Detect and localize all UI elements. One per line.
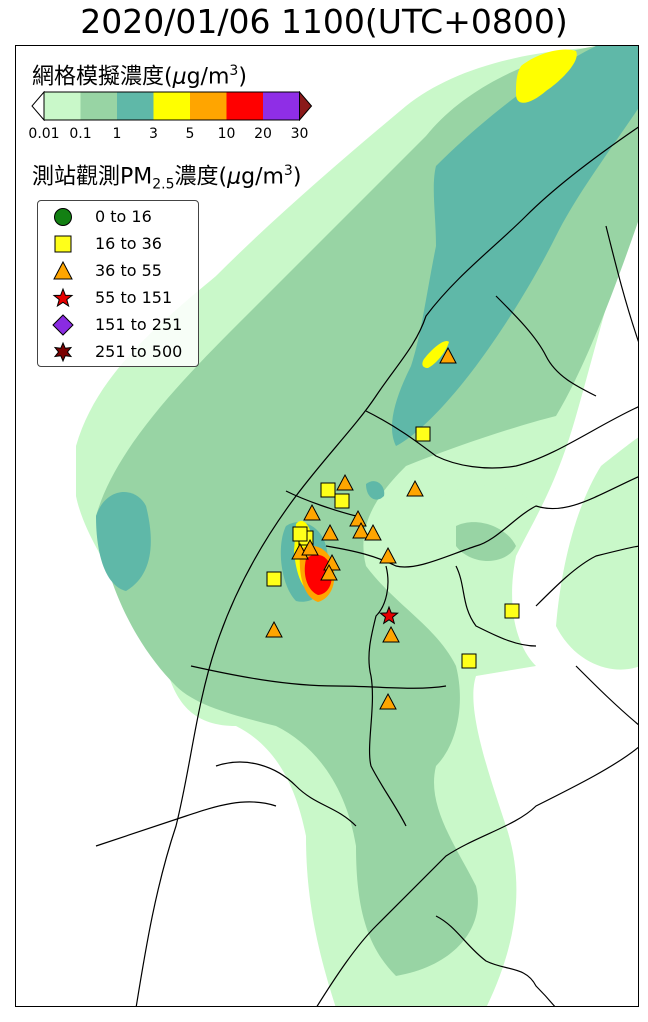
colorbar [31, 91, 313, 121]
colorbar-under-arrow [31, 91, 45, 121]
triangle-marker-icon [53, 260, 73, 280]
colorbar-segment [263, 92, 300, 120]
legend-item: 151 to 251 [38, 311, 198, 338]
station-marker-square[interactable] [461, 653, 477, 669]
colorbar-tick-label: 3 [149, 126, 158, 142]
square-marker-icon [54, 235, 72, 253]
station-marker-triangle[interactable] [379, 546, 397, 564]
colorbar-frame [43, 91, 300, 121]
colorbar-tick-label: 0.01 [28, 126, 60, 142]
colorbar-segment [153, 92, 190, 120]
station-marker-square[interactable] [266, 571, 282, 587]
station-marker-triangle[interactable] [406, 479, 424, 497]
station-marker-triangle[interactable] [364, 523, 382, 541]
legend-item: 16 to 36 [38, 230, 198, 257]
colorbar-segment [117, 92, 154, 120]
station-marker-triangle[interactable] [336, 473, 354, 491]
colorbar-tick-label: 0.1 [69, 126, 92, 142]
colorbar-segment [80, 92, 117, 120]
map-canvas[interactable] [16, 46, 639, 1007]
station-marker-triangle[interactable] [379, 692, 397, 710]
contour-1-1 [391, 46, 638, 446]
contour-0p01-2 [556, 437, 638, 670]
contour-10-1 [304, 554, 332, 595]
circle-marker-icon [54, 208, 72, 226]
star-marker-icon [52, 287, 74, 308]
map-frame[interactable] [15, 45, 639, 1007]
station-legend-label: 測站觀測PM2.5濃度(μg/m3) [32, 163, 302, 193]
map-title: 2020/01/06 1100(UTC+0800) [80, 2, 568, 41]
station-marker-triangle[interactable] [303, 503, 321, 521]
station-marker-triangle[interactable] [265, 620, 283, 638]
colorbar-label: 網格模擬濃度(μg/m3) [32, 63, 247, 90]
colorbar-over-arrow [299, 91, 313, 121]
contour-1-2 [96, 492, 151, 591]
station-marker-square[interactable] [504, 603, 520, 619]
station-marker-triangle[interactable] [349, 509, 367, 527]
hexstar-marker-icon [53, 341, 73, 363]
contour-1-4 [366, 481, 385, 500]
legend-item: 36 to 55 [38, 257, 198, 284]
station-legend: 0 to 16 16 to 36 36 to 55 55 to 151 151 … [37, 200, 199, 367]
colorbar-tick-label: 10 [217, 126, 236, 142]
colorbar-segment [226, 92, 263, 120]
legend-item: 0 to 16 [38, 203, 198, 230]
colorbar-tick-label: 1 [112, 126, 122, 142]
legend-item: 55 to 151 [38, 284, 198, 311]
diamond-marker-icon [52, 314, 74, 336]
station-layer [265, 346, 520, 710]
legend-item: 251 to 500 [38, 338, 198, 365]
station-marker-triangle[interactable] [320, 563, 338, 581]
station-marker-star[interactable] [379, 605, 399, 625]
colorbar-segment [190, 92, 227, 120]
station-marker-square[interactable] [320, 482, 336, 498]
colorbar-tick-label: 20 [254, 126, 272, 142]
station-marker-triangle[interactable] [321, 523, 339, 541]
station-marker-triangle[interactable] [301, 538, 319, 556]
station-marker-triangle[interactable] [439, 346, 457, 364]
station-marker-square[interactable] [292, 526, 308, 542]
station-marker-triangle[interactable] [352, 521, 370, 539]
colorbar-tick-label: 30 [290, 126, 309, 142]
colorbar-tick-label: 5 [185, 126, 195, 142]
boundary-layer [95, 126, 638, 1006]
contour-3-2 [422, 340, 449, 368]
station-marker-triangle[interactable] [382, 625, 400, 643]
colorbar-segment [44, 92, 81, 120]
station-marker-square[interactable] [334, 493, 350, 509]
station-marker-square[interactable] [415, 426, 431, 442]
contour-3-1 [516, 49, 577, 103]
